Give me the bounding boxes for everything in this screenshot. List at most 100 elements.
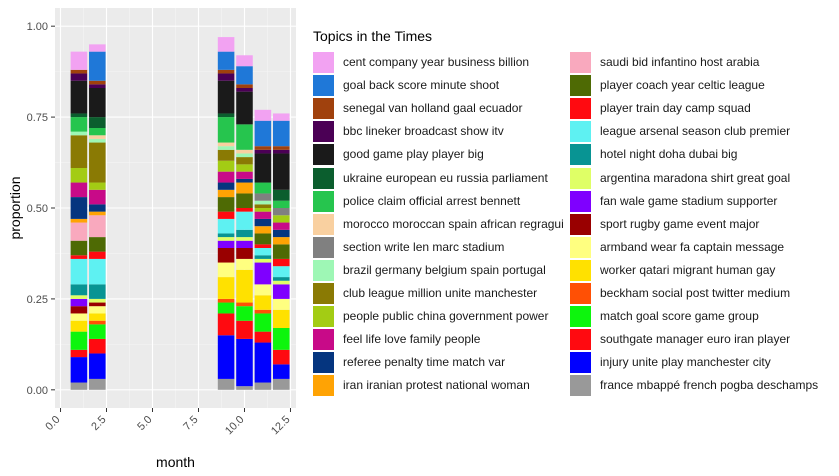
bar-segment (254, 200, 272, 205)
bar-segment (254, 331, 272, 343)
bar-segment (254, 342, 272, 383)
bar-segment (217, 73, 235, 81)
bar-segment (273, 229, 290, 238)
y-tick-label: 0.75 (27, 112, 48, 124)
bar-segment (89, 284, 106, 299)
legend-key (313, 375, 334, 397)
legend-key (313, 213, 334, 235)
y-tick-label: 0.50 (27, 203, 48, 215)
legend-label: goal back score minute shoot (343, 78, 500, 93)
x-tick-label: 7.5 (181, 414, 200, 433)
y-tick-label: 1.00 (27, 21, 48, 33)
legend-key (570, 283, 591, 304)
x-tick-label: 5.0 (135, 414, 154, 433)
legend-label: people public china government power (343, 309, 549, 324)
bar-segment (236, 193, 253, 208)
bar-segment (89, 138, 106, 143)
bar-segment (217, 117, 235, 143)
bar-segment (254, 262, 272, 285)
bar-segment (236, 157, 253, 165)
bar-segment (236, 171, 253, 179)
bar-segment (273, 277, 290, 281)
legend-key (313, 259, 334, 281)
y-tick-label: 0.25 (27, 294, 48, 306)
bar-segment (254, 182, 272, 194)
legend-label: police claim official arrest bennett (343, 193, 521, 208)
y-axis-title: proportion (7, 176, 23, 239)
bar-segment (236, 182, 253, 194)
bar-segment (236, 306, 253, 321)
legend-key (313, 306, 334, 328)
bar-segment (70, 131, 88, 136)
bar-segment (217, 335, 235, 379)
bar-segment (89, 142, 106, 183)
bar-segment (89, 88, 106, 118)
bar-segment (217, 233, 235, 238)
bar-segment (70, 284, 88, 296)
legend-label: league arsenal season club premier (600, 124, 791, 139)
legend-label: brazil germany belgium spain portugal (343, 262, 546, 277)
bar-segment (236, 386, 253, 390)
legend-key (570, 167, 591, 189)
bar-segment (254, 248, 272, 256)
bar-segment (89, 51, 106, 81)
bar-segment (89, 189, 106, 205)
bar-segment (217, 378, 235, 390)
bar-segment (89, 258, 106, 285)
bar-segment (70, 197, 88, 219)
bar-segment (273, 258, 290, 267)
bar-segment (217, 149, 235, 161)
bar-segment (273, 146, 290, 150)
bar-segment (70, 295, 88, 299)
bar-segment (70, 80, 88, 114)
bar-segment (236, 338, 253, 387)
bar-segment (273, 266, 290, 278)
bar-segment (89, 338, 106, 354)
legend-label: referee penalty time match var (343, 355, 506, 370)
y-tick-label: 0.00 (27, 385, 48, 397)
bar-segment (254, 284, 272, 296)
bar-segment (70, 313, 88, 321)
legend-key (313, 236, 334, 258)
bar-segment (89, 211, 106, 216)
bar-segment (217, 189, 235, 198)
bar-segment (217, 51, 235, 70)
bar-segment (89, 324, 106, 339)
legend-label: senegal van holland gaal ecuador (343, 101, 523, 116)
bar-segment (236, 178, 253, 183)
bar-segment (89, 84, 106, 88)
legend-key (570, 329, 591, 351)
bar-segment (273, 280, 290, 285)
bar-segment (254, 204, 272, 208)
legend-label: france mbappé french pogba deschamps (600, 378, 819, 393)
bar-segment (236, 66, 253, 85)
bar-segment (273, 208, 290, 216)
bar-segment (273, 298, 290, 310)
bar-segment (217, 313, 235, 336)
legend-title: Topics in the Times (313, 28, 433, 44)
legend-key (570, 190, 591, 212)
bar-segment (254, 258, 272, 263)
bar-segment (217, 197, 235, 212)
bar-segment (273, 149, 290, 154)
legend-key (313, 329, 334, 351)
bar-segment (70, 168, 88, 183)
legend-key (570, 352, 591, 374)
legend-key (313, 52, 334, 73)
bar-segment (217, 277, 235, 299)
bar-segment (273, 328, 290, 350)
bar-segment (254, 309, 272, 314)
legend-label: argentina maradona shirt great goal (600, 170, 791, 185)
bar-segment (254, 149, 272, 154)
legend-key (313, 98, 334, 120)
bar-segment (70, 117, 88, 132)
bar-segment (273, 189, 290, 201)
bar-segment (254, 255, 272, 259)
legend-label: southgate manager euro iran player (600, 332, 791, 347)
bar-segment (273, 309, 290, 328)
legend-label: sport rugby game event major (600, 216, 760, 231)
legend-key (570, 213, 591, 235)
bar-segment (236, 320, 253, 339)
bar-segment (89, 80, 106, 85)
legend-label: iran iranian protest national woman (343, 378, 530, 393)
